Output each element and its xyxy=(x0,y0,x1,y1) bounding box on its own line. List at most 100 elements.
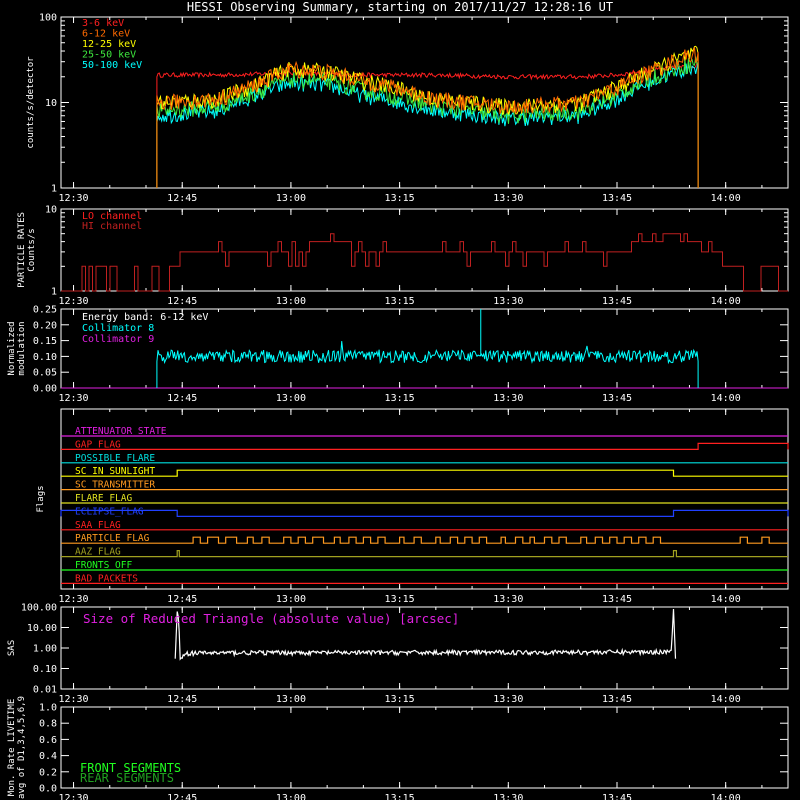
time-tick-label: 12:30 xyxy=(58,296,88,307)
flag-label: POSSIBLE_FLARE xyxy=(75,453,155,464)
time-tick-label: 12:30 xyxy=(58,594,88,605)
flag-row: FRONTS_OFF xyxy=(61,560,788,571)
time-tick-label: 13:30 xyxy=(493,296,523,307)
y-tick-label: 0.6 xyxy=(39,735,57,746)
time-tick-label: 14:00 xyxy=(711,694,741,705)
time-tick-label: 14:00 xyxy=(711,193,741,204)
series-line-Collimator-8 xyxy=(156,341,699,388)
time-tick-label: 14:00 xyxy=(711,296,741,307)
time-tick-label: 13:45 xyxy=(602,193,632,204)
flag-label: SAA_FLAG xyxy=(75,520,121,531)
y-axis-label: Counts/s xyxy=(27,228,37,271)
time-tick-label: 13:30 xyxy=(493,193,523,204)
time-tick-label: 12:30 xyxy=(58,694,88,705)
time-tick-label: 13:30 xyxy=(493,594,523,605)
flag-label: FRONTS_OFF xyxy=(75,560,132,571)
panel-frame xyxy=(60,208,789,292)
time-tick-label: 12:30 xyxy=(58,193,88,204)
y-axis-label: Normalized xyxy=(7,321,17,375)
y-tick-label: 0.25 xyxy=(33,305,57,316)
y-tick-label: 100 xyxy=(39,13,57,24)
y-axis-label: Flags xyxy=(36,485,46,512)
flag-label: PARTICLE_FLAG xyxy=(75,533,150,544)
time-tick-label: 14:00 xyxy=(711,594,741,605)
flag-label: SC_TRANSMITTER xyxy=(75,480,155,491)
y-axis-label: PARTICLE RATES xyxy=(17,212,27,288)
y-tick-label: 10 xyxy=(45,98,57,109)
y-tick-label: 0.0 xyxy=(39,784,57,795)
y-tick-label: 0.05 xyxy=(33,368,57,379)
time-tick-label: 13:15 xyxy=(385,694,415,705)
time-tick-label: 12:45 xyxy=(167,393,197,404)
time-tick-label: 13:45 xyxy=(602,694,632,705)
y-tick-label: 1.00 xyxy=(33,644,57,655)
panel-count_rates: 12:30 12:45 13:00 13:15 13:30 13:45 14:00 1 10 10… xyxy=(26,13,789,204)
series-line-HI-channel xyxy=(61,233,788,292)
flag-label: ECLIPSE_FLAG xyxy=(75,506,144,517)
flag-row: GAP_FLAG xyxy=(61,439,789,450)
flag-label: AAZ_FLAG xyxy=(75,547,121,558)
time-tick-label: 13:00 xyxy=(276,793,306,800)
time-tick-label: 12:45 xyxy=(167,694,197,705)
flag-row: FLARE_FLAG xyxy=(61,493,788,504)
legend-entry: FRONT SEGMENTS xyxy=(80,761,181,775)
time-tick-label: 13:15 xyxy=(385,393,415,404)
legend-entry: Collimator 9 xyxy=(82,334,154,345)
time-tick-label: 13:15 xyxy=(385,193,415,204)
time-tick-label: 13:15 xyxy=(385,793,415,800)
y-axis-label: modulation xyxy=(17,321,27,375)
y-tick-label: 0.8 xyxy=(39,719,57,730)
flag-row: PARTICLE_FLAG xyxy=(61,533,788,544)
y-tick-label: 1 xyxy=(51,287,57,298)
energy-band-label: Energy band: 6-12 keV xyxy=(82,312,208,323)
legend-entry: LO channel xyxy=(82,211,142,222)
legend-entry: REAR SEGMENTS xyxy=(80,771,174,785)
time-tick-label: 13:45 xyxy=(602,793,632,800)
y-axis-label: Mon. Rate LIVETIME xyxy=(7,699,17,797)
time-tick-label: 12:45 xyxy=(167,296,197,307)
y-tick-label: 1 xyxy=(51,184,57,195)
time-tick-label: 13:15 xyxy=(385,296,415,307)
y-tick-label: 0.00 xyxy=(33,384,57,395)
series-line-12-25-keV xyxy=(156,45,699,188)
legend-entry: 25-50 keV xyxy=(82,50,136,61)
y-axis-label: avg of D1,3,4,5,6,9 xyxy=(17,696,27,799)
legend-entry: Collimator 8 xyxy=(82,323,154,334)
y-tick-label: 0.01 xyxy=(33,685,57,696)
y-tick-label: 10 xyxy=(45,205,57,216)
y-tick-label: 0.4 xyxy=(39,751,57,762)
panel-livetime: 12:30 12:45 13:00 13:15 13:30 13:45 14:00 0.0 0.… xyxy=(7,696,789,800)
panel-particle_rates: 12:30 12:45 13:00 13:15 13:30 13:45 14:00 1 10 PA… xyxy=(17,205,789,307)
chart-title: HESSI Observing Summary, starting on 201… xyxy=(186,0,614,14)
panel-modulation: 12:30 12:45 13:00 13:15 13:30 13:45 14:00 0.00 0… xyxy=(7,305,789,404)
flag-row: ATTENUATOR_STATE xyxy=(61,426,788,437)
time-tick-label: 13:00 xyxy=(276,594,306,605)
y-tick-label: 0.2 xyxy=(39,767,57,778)
time-tick-label: 13:45 xyxy=(602,594,632,605)
y-tick-label: 0.15 xyxy=(33,336,57,347)
legend-entry: 3-6 keV xyxy=(82,18,124,29)
legend-entry: 50-100 keV xyxy=(82,60,142,71)
legend-entry: 6-12 keV xyxy=(82,29,130,40)
flag-label: BAD_PACKETS xyxy=(75,573,138,584)
y-axis-label: SAS xyxy=(7,640,17,656)
series-line-50-100-keV xyxy=(156,61,699,188)
y-tick-label: 0.10 xyxy=(33,664,57,675)
y-tick-label: 10.00 xyxy=(27,623,57,634)
flag-line xyxy=(61,442,789,450)
time-tick-label: 12:30 xyxy=(58,393,88,404)
flag-line xyxy=(61,550,788,558)
series-line-6-12-keV xyxy=(156,47,699,188)
time-tick-label: 14:00 xyxy=(711,393,741,404)
flag-label: GAP_FLAG xyxy=(75,439,121,450)
sas-annotation: Size of Reduced Triangle (absolute value… xyxy=(83,611,459,626)
panel-sas: 12:30 12:45 13:00 13:15 13:30 13:45 14:00 100.0… xyxy=(7,603,789,705)
panel-frame xyxy=(60,706,789,789)
flag-row: AAZ_FLAG xyxy=(61,547,788,558)
time-tick-label: 13:00 xyxy=(276,193,306,204)
flag-label: FLARE_FLAG xyxy=(75,493,132,504)
flag-label: ATTENUATOR_STATE xyxy=(75,426,167,437)
flag-row: SC_TRANSMITTER xyxy=(61,480,788,491)
flag-label: SC_IN_SUNLIGHT xyxy=(75,466,155,477)
